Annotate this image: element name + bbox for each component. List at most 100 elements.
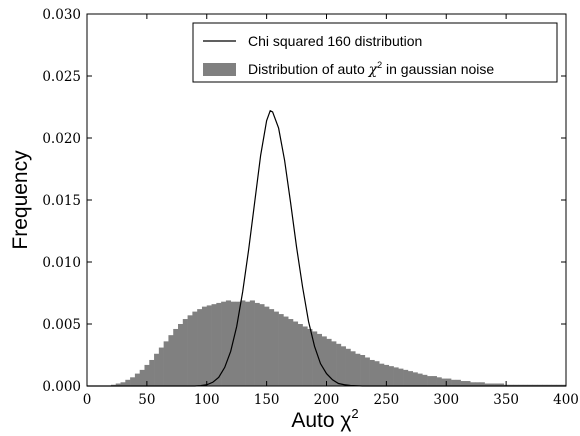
histogram-bar xyxy=(307,328,313,386)
histogram-bar xyxy=(441,378,447,386)
y-tick-label: 0.010 xyxy=(42,255,81,271)
histogram-bar xyxy=(254,302,260,386)
x-tick-label: 300 xyxy=(433,392,459,408)
histogram-bar xyxy=(388,366,394,386)
histogram-bar xyxy=(182,319,188,386)
histogram-bar xyxy=(340,346,346,386)
legend-label-distribution: Distribution of auto χ2 in gaussian nois… xyxy=(248,60,494,78)
x-ticks: 0 50 100 150 200 250 300 350 400 xyxy=(83,14,579,408)
histogram-bar xyxy=(465,381,471,386)
histogram-bar xyxy=(249,300,255,386)
x-tick-label: 100 xyxy=(194,392,220,408)
histogram-bar xyxy=(484,383,490,386)
histogram-bar xyxy=(350,351,356,386)
chi-squared-curve xyxy=(87,109,566,387)
histogram-bar xyxy=(269,309,275,386)
histogram-bar xyxy=(216,302,222,386)
legend-box xyxy=(192,22,558,83)
histogram-bar xyxy=(259,304,265,386)
y-tick-label: 0.025 xyxy=(42,69,81,85)
histogram-bar xyxy=(474,382,481,386)
histogram-bar xyxy=(273,311,279,386)
histogram-bar xyxy=(542,384,548,386)
histogram-bar xyxy=(264,306,270,386)
histogram-bar xyxy=(518,384,524,386)
histogram-bar xyxy=(561,384,567,386)
histogram-bar xyxy=(527,384,533,386)
histogram-bar xyxy=(245,301,251,386)
histogram-bar xyxy=(115,383,121,386)
y-tick-label: 0.020 xyxy=(42,131,81,147)
legend-bar-swatch xyxy=(203,63,236,76)
histogram-bar xyxy=(125,379,131,386)
histogram-bar xyxy=(446,378,452,386)
x-tick-label: 50 xyxy=(138,392,155,408)
histogram-bar xyxy=(336,343,342,386)
histogram-bar xyxy=(178,324,184,386)
histogram-bar xyxy=(321,336,327,386)
histogram-bar xyxy=(556,384,562,386)
histogram-bar xyxy=(398,368,404,386)
histogram-bar xyxy=(297,324,303,386)
histogram-bar xyxy=(494,383,500,386)
legend: Chi squared 160 distribution Distributio… xyxy=(192,22,558,83)
x-tick-label: 150 xyxy=(254,392,280,408)
histogram-bar xyxy=(393,367,399,386)
histogram-bar xyxy=(163,341,169,386)
histogram-bar xyxy=(288,319,294,386)
histogram-bar xyxy=(431,376,437,386)
histogram-bar xyxy=(134,373,140,386)
histogram-bar xyxy=(355,353,361,386)
histogram-bar xyxy=(537,384,543,386)
histogram-bar xyxy=(225,300,231,386)
histogram-bar xyxy=(546,384,552,386)
histogram-bar xyxy=(331,341,337,386)
histogram-bar xyxy=(364,357,370,386)
histogram-bar xyxy=(221,301,227,386)
x-tick-label: 0 xyxy=(83,392,92,408)
histogram-bar xyxy=(302,326,308,386)
histogram-bar xyxy=(489,383,495,386)
histogram-bar xyxy=(292,321,299,386)
x-tick-label: 350 xyxy=(493,392,519,408)
histogram-bar xyxy=(345,348,351,386)
histogram-bar xyxy=(120,382,126,386)
histogram-bar xyxy=(436,377,442,386)
histogram-bar xyxy=(211,304,217,386)
x-tick-label: 200 xyxy=(314,392,340,408)
histogram-bar xyxy=(532,384,538,386)
histogram-bar xyxy=(110,384,117,386)
histogram-bar xyxy=(470,382,476,386)
histogram-bar xyxy=(201,306,208,386)
histogram-bar xyxy=(360,355,366,386)
histogram-bar xyxy=(154,353,160,386)
histogram-bar xyxy=(139,369,145,386)
histogram-bar xyxy=(283,316,289,386)
y-tick-label: 0.005 xyxy=(42,317,81,333)
legend-label-chi: Chi squared 160 distribution xyxy=(248,33,422,49)
histogram-bar xyxy=(240,300,246,386)
histogram-bar xyxy=(206,305,212,386)
histogram-bar xyxy=(498,383,505,386)
y-ticks: 0.000 0.005 0.010 0.015 0.020 0.025 0.030 xyxy=(42,7,566,395)
histogram-bar xyxy=(278,314,284,386)
histogram-bar xyxy=(427,376,433,386)
y-axis-label: Frequency xyxy=(9,150,32,250)
histogram-bar xyxy=(455,379,461,386)
histogram-bar xyxy=(197,309,203,386)
histogram-bar xyxy=(158,347,164,386)
histogram-bar xyxy=(522,384,528,386)
histogram-bar xyxy=(149,359,155,386)
histogram-bar xyxy=(187,315,193,386)
y-tick-label: 0.015 xyxy=(42,193,81,209)
histogram-bar xyxy=(513,384,519,386)
histogram-bar xyxy=(192,311,198,386)
histogram-bar xyxy=(383,364,390,386)
histogram-bar xyxy=(379,363,385,386)
histogram-bar xyxy=(407,371,414,386)
histogram-bar xyxy=(144,364,150,386)
histogram-bar xyxy=(173,328,179,386)
x-tick-label: 250 xyxy=(373,392,399,408)
x-axis-label: Auto χ2 xyxy=(291,406,358,432)
